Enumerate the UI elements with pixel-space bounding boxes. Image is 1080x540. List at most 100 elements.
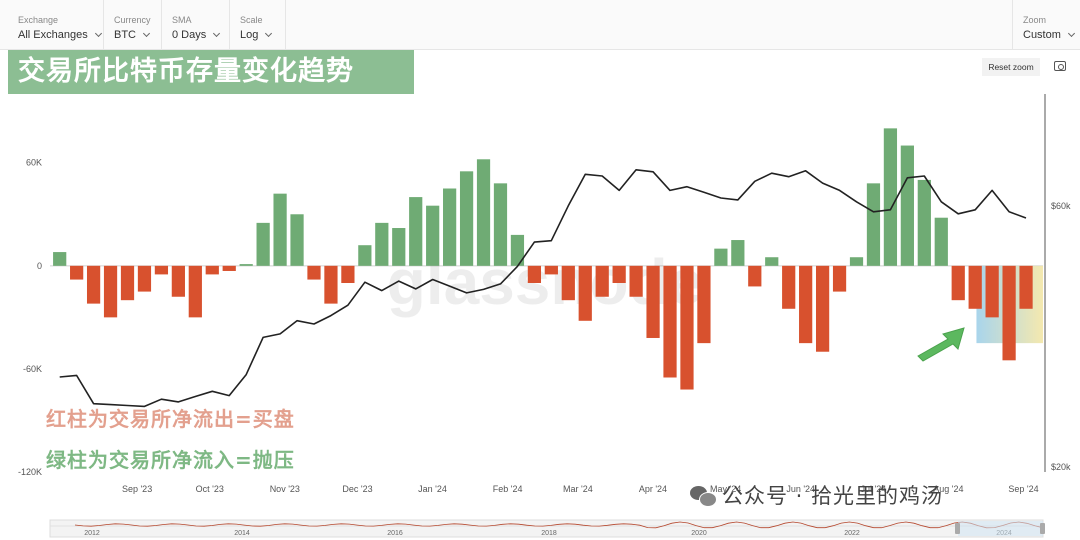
outflow-bar — [205, 265, 219, 275]
navigator-handle-left — [955, 523, 960, 534]
outflow-bar — [188, 265, 202, 318]
chart-toolbar: Exchange All Exchanges Currency BTC SMA … — [0, 0, 1080, 50]
camera-icon[interactable] — [1054, 61, 1066, 71]
inflow-bar — [731, 240, 745, 266]
watermark: 公众号 · 拾光里的鸡汤 — [690, 480, 943, 510]
inflow-legend: 绿柱为交易所净流入=抛压 — [46, 448, 295, 472]
outflow-bar — [341, 265, 355, 283]
chevron-down-icon — [94, 29, 102, 38]
navigator-tick: 2016 — [387, 530, 403, 537]
inflow-bar — [256, 222, 270, 266]
outflow-bar — [782, 265, 796, 309]
x-axis-tick: Oct '23 — [196, 484, 224, 494]
x-axis-tick: May '24 — [710, 484, 741, 494]
sma-value: 0 Days — [172, 29, 207, 41]
outflow-bar — [680, 265, 694, 390]
arrow-icon — [917, 327, 965, 362]
zoom-select[interactable]: Zoom Custom — [1012, 0, 1080, 50]
chevron-down-icon — [142, 29, 151, 38]
outflow-bar — [663, 265, 677, 378]
outflow-bar — [629, 265, 643, 297]
outflow-bar — [612, 265, 626, 283]
currency-value: BTC — [114, 29, 136, 41]
zoom-label: Zoom — [1023, 15, 1047, 25]
left-axis-tick: -60K — [23, 364, 42, 374]
reset-zoom-button[interactable]: Reset zoom — [982, 58, 1040, 76]
price-line — [59, 169, 1027, 408]
inflow-bar — [476, 159, 491, 266]
inflow-bar — [917, 179, 931, 266]
x-axis-tick: Jan '24 — [418, 484, 447, 494]
inflow-bar — [443, 188, 457, 266]
navigator-series — [74, 521, 1044, 529]
outflow-bar — [154, 265, 169, 275]
inflow-bar — [290, 214, 304, 266]
outflow-bar — [86, 265, 101, 304]
inflow-bar — [714, 248, 728, 266]
currency-select[interactable]: Currency BTC — [104, 0, 162, 50]
zoom-value: Custom — [1023, 29, 1061, 41]
x-axis-tick: Dec '23 — [342, 484, 372, 494]
inflow-bar — [900, 145, 914, 266]
x-axis-tick: Apr '24 — [639, 484, 667, 494]
chevron-down-icon — [213, 29, 221, 38]
outflow-bar — [171, 265, 185, 297]
outflow-bar — [544, 265, 558, 275]
scale-select[interactable]: Scale Log — [230, 0, 286, 50]
x-axis-tick: Sep '24 — [1008, 484, 1038, 494]
inflow-bar — [392, 228, 406, 266]
navigator-tick: 2018 — [541, 530, 557, 537]
outflow-bar — [561, 265, 575, 301]
x-axis-tick: Aug '24 — [933, 484, 963, 494]
inflow-bar — [934, 217, 948, 266]
inflow-bar — [510, 234, 525, 266]
outflow-bar — [595, 265, 609, 297]
outflow-bar — [985, 265, 999, 318]
inflow-bar — [426, 205, 440, 266]
chevron-down-icon — [1067, 29, 1075, 38]
inflow-bar — [866, 183, 881, 266]
inflow-bar — [375, 222, 389, 266]
inflow-bar — [53, 252, 67, 266]
outflow-bar — [646, 265, 660, 338]
outflow-bar — [527, 265, 542, 283]
scale-value: Log — [240, 29, 259, 41]
navigator-tick: 2012 — [84, 530, 100, 537]
outflow-bar — [832, 265, 847, 292]
chart-title: 交易所比特币存量变化趋势 — [8, 50, 414, 94]
outflow-bar — [1019, 265, 1033, 309]
left-axis-tick: -120K — [18, 467, 42, 477]
inflow-bar — [765, 257, 779, 266]
navigator-tick: 2014 — [234, 530, 250, 537]
outflow-bar — [137, 265, 152, 292]
navigator-tick: 2020 — [691, 530, 707, 537]
x-axis-tick: Nov '23 — [270, 484, 300, 494]
outflow-bar — [815, 265, 830, 352]
x-axis-tick: Feb '24 — [493, 484, 523, 494]
watermark-text: 公众号 · 拾光里的鸡汤 — [722, 484, 944, 508]
currency-label: Currency — [114, 15, 151, 25]
outflow-bar — [951, 265, 965, 301]
x-axis-tick: Jun '24 — [786, 484, 815, 494]
navigator-tick: 2022 — [844, 530, 860, 537]
outflow-bar — [324, 265, 338, 304]
outflow-bar — [307, 265, 321, 280]
outflow-bar — [697, 265, 711, 344]
right-axis-tick: $60k — [1051, 201, 1071, 211]
exchange-value: All Exchanges — [18, 29, 88, 41]
x-axis-tick: Jul '24 — [860, 484, 886, 494]
outflow-bar — [748, 265, 762, 287]
inflow-bar — [883, 128, 898, 266]
navigator-selection — [958, 521, 1043, 536]
inflow-bar — [239, 264, 253, 266]
sma-select[interactable]: SMA 0 Days — [162, 0, 230, 50]
outflow-bar — [968, 265, 982, 309]
inflow-bar — [459, 171, 474, 266]
exchange-select[interactable]: Exchange All Exchanges — [8, 0, 104, 50]
left-axis-tick: 0 — [37, 261, 42, 271]
right-axis-tick: $20k — [1051, 462, 1071, 472]
left-axis-tick: 60K — [26, 158, 42, 168]
outflow-bar — [799, 265, 813, 344]
inflow-bar — [273, 193, 287, 266]
